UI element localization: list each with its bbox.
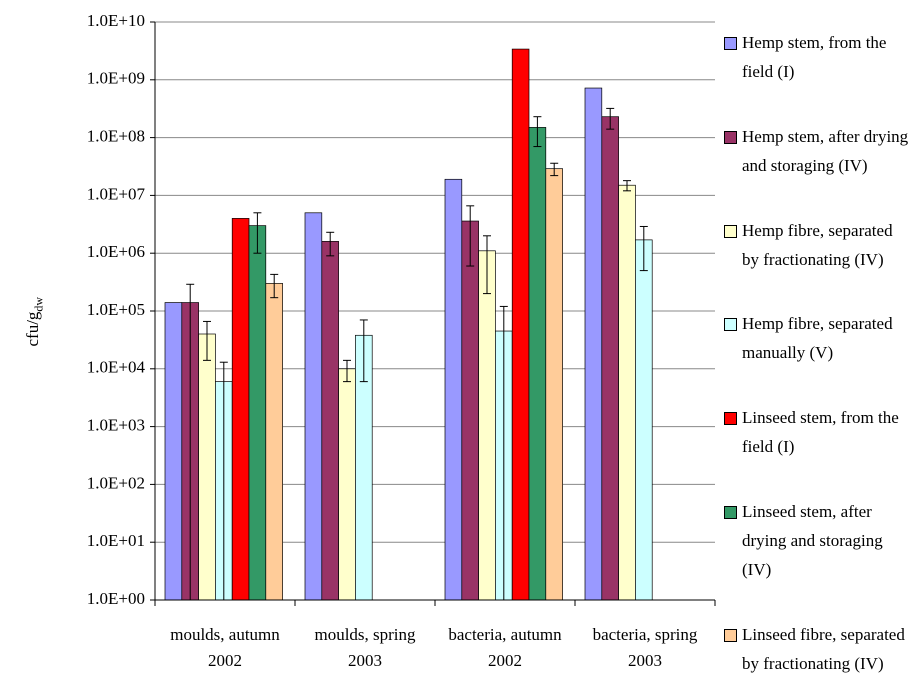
legend-label: Hemp fibre, separated by fractionating (… [742, 220, 893, 269]
y-tick-label: 1.0E+00 [87, 589, 145, 608]
legend-swatch [724, 130, 737, 144]
bar [618, 184, 636, 601]
legend-item: Hemp fibre, separated by fractionating (… [724, 216, 910, 274]
error-bar [533, 116, 542, 148]
legend-label: Linseed stem, from the field (I) [742, 408, 899, 457]
bar [231, 218, 250, 601]
error-bar [270, 273, 279, 299]
bar [635, 239, 653, 601]
bar [265, 283, 283, 601]
legend-item: Hemp fibre, separated manually (V) [724, 309, 910, 367]
error-bar [550, 162, 559, 177]
y-tick-label: 1.0E+05 [87, 300, 145, 319]
y-axis-title: cfu/gdw [23, 297, 46, 347]
error-bar [466, 205, 475, 267]
error-bar [343, 359, 351, 383]
legend-swatch [724, 412, 737, 426]
legend-swatch [724, 318, 737, 332]
bar [461, 220, 479, 601]
legend-item: Linseed stem, after drying and storaging… [724, 497, 910, 584]
legend-item: Hemp stem, from the field (I) [724, 28, 910, 86]
x-tick-label: bacteria, autumn 2002 [448, 625, 562, 670]
bar [545, 168, 563, 601]
error-bar [606, 107, 615, 130]
legend-swatch [724, 506, 737, 520]
x-tick-label: moulds, spring 2003 [314, 625, 416, 670]
error-bar [359, 319, 368, 383]
bar [338, 368, 356, 601]
bar [584, 87, 603, 601]
legend: Hemp stem, from the field (I) Hemp stem, … [724, 28, 910, 678]
bar [198, 333, 216, 601]
x-tick-label: moulds, autumn 2002 [170, 625, 280, 670]
y-tick-label: 1.0E+08 [87, 127, 145, 146]
y-tick-label: 1.0E+10 [87, 11, 145, 30]
legend-label: Hemp stem, from the field (I) [742, 33, 887, 81]
y-label: cfu/g [23, 311, 43, 347]
legend-swatch [724, 224, 737, 238]
legend-label: Hemp fibre, separated manually (V) [742, 314, 893, 363]
y-tick-label: 1.0E+06 [87, 242, 145, 261]
y-tick-label: 1.0E+04 [87, 358, 146, 377]
error-bar [483, 235, 491, 295]
legend-item: Linseed fibre, separated by fractionatin… [724, 620, 910, 678]
error-bar [253, 212, 262, 254]
legend-label: Linseed stem, after drying and storaging… [742, 502, 883, 580]
bar [601, 116, 619, 601]
bar [444, 178, 463, 601]
x-tick-label: bacteria, spring 2003 [592, 625, 698, 670]
legend-label: Hemp stem, after drying and storaging (I… [742, 126, 909, 175]
y-tick-label: 1.0E+07 [87, 184, 146, 203]
y-tick-label: 1.0E+02 [87, 473, 145, 492]
y-label-sub: dw [31, 296, 46, 312]
bar [304, 212, 323, 601]
error-bar [203, 320, 211, 361]
bar [164, 302, 183, 601]
legend-swatch [724, 37, 737, 50]
error-bar [326, 231, 335, 257]
y-tick-label: 1.0E+03 [87, 416, 145, 435]
bar [528, 127, 547, 601]
bar [321, 241, 339, 601]
legend-label: Linseed fibre, separated by fractionatin… [742, 624, 905, 673]
error-bar [639, 225, 648, 272]
legend-swatch [724, 628, 737, 642]
y-tick-label: 1.0E+09 [87, 69, 145, 88]
y-tick-label: 1.0E+01 [87, 531, 145, 550]
bar [248, 225, 267, 601]
legend-item: Hemp stem, after drying and storaging (I… [724, 122, 910, 180]
legend-item: Linseed stem, from the field (I) [724, 403, 910, 461]
error-bar [623, 180, 631, 192]
bar [478, 250, 496, 601]
bar [511, 48, 530, 601]
